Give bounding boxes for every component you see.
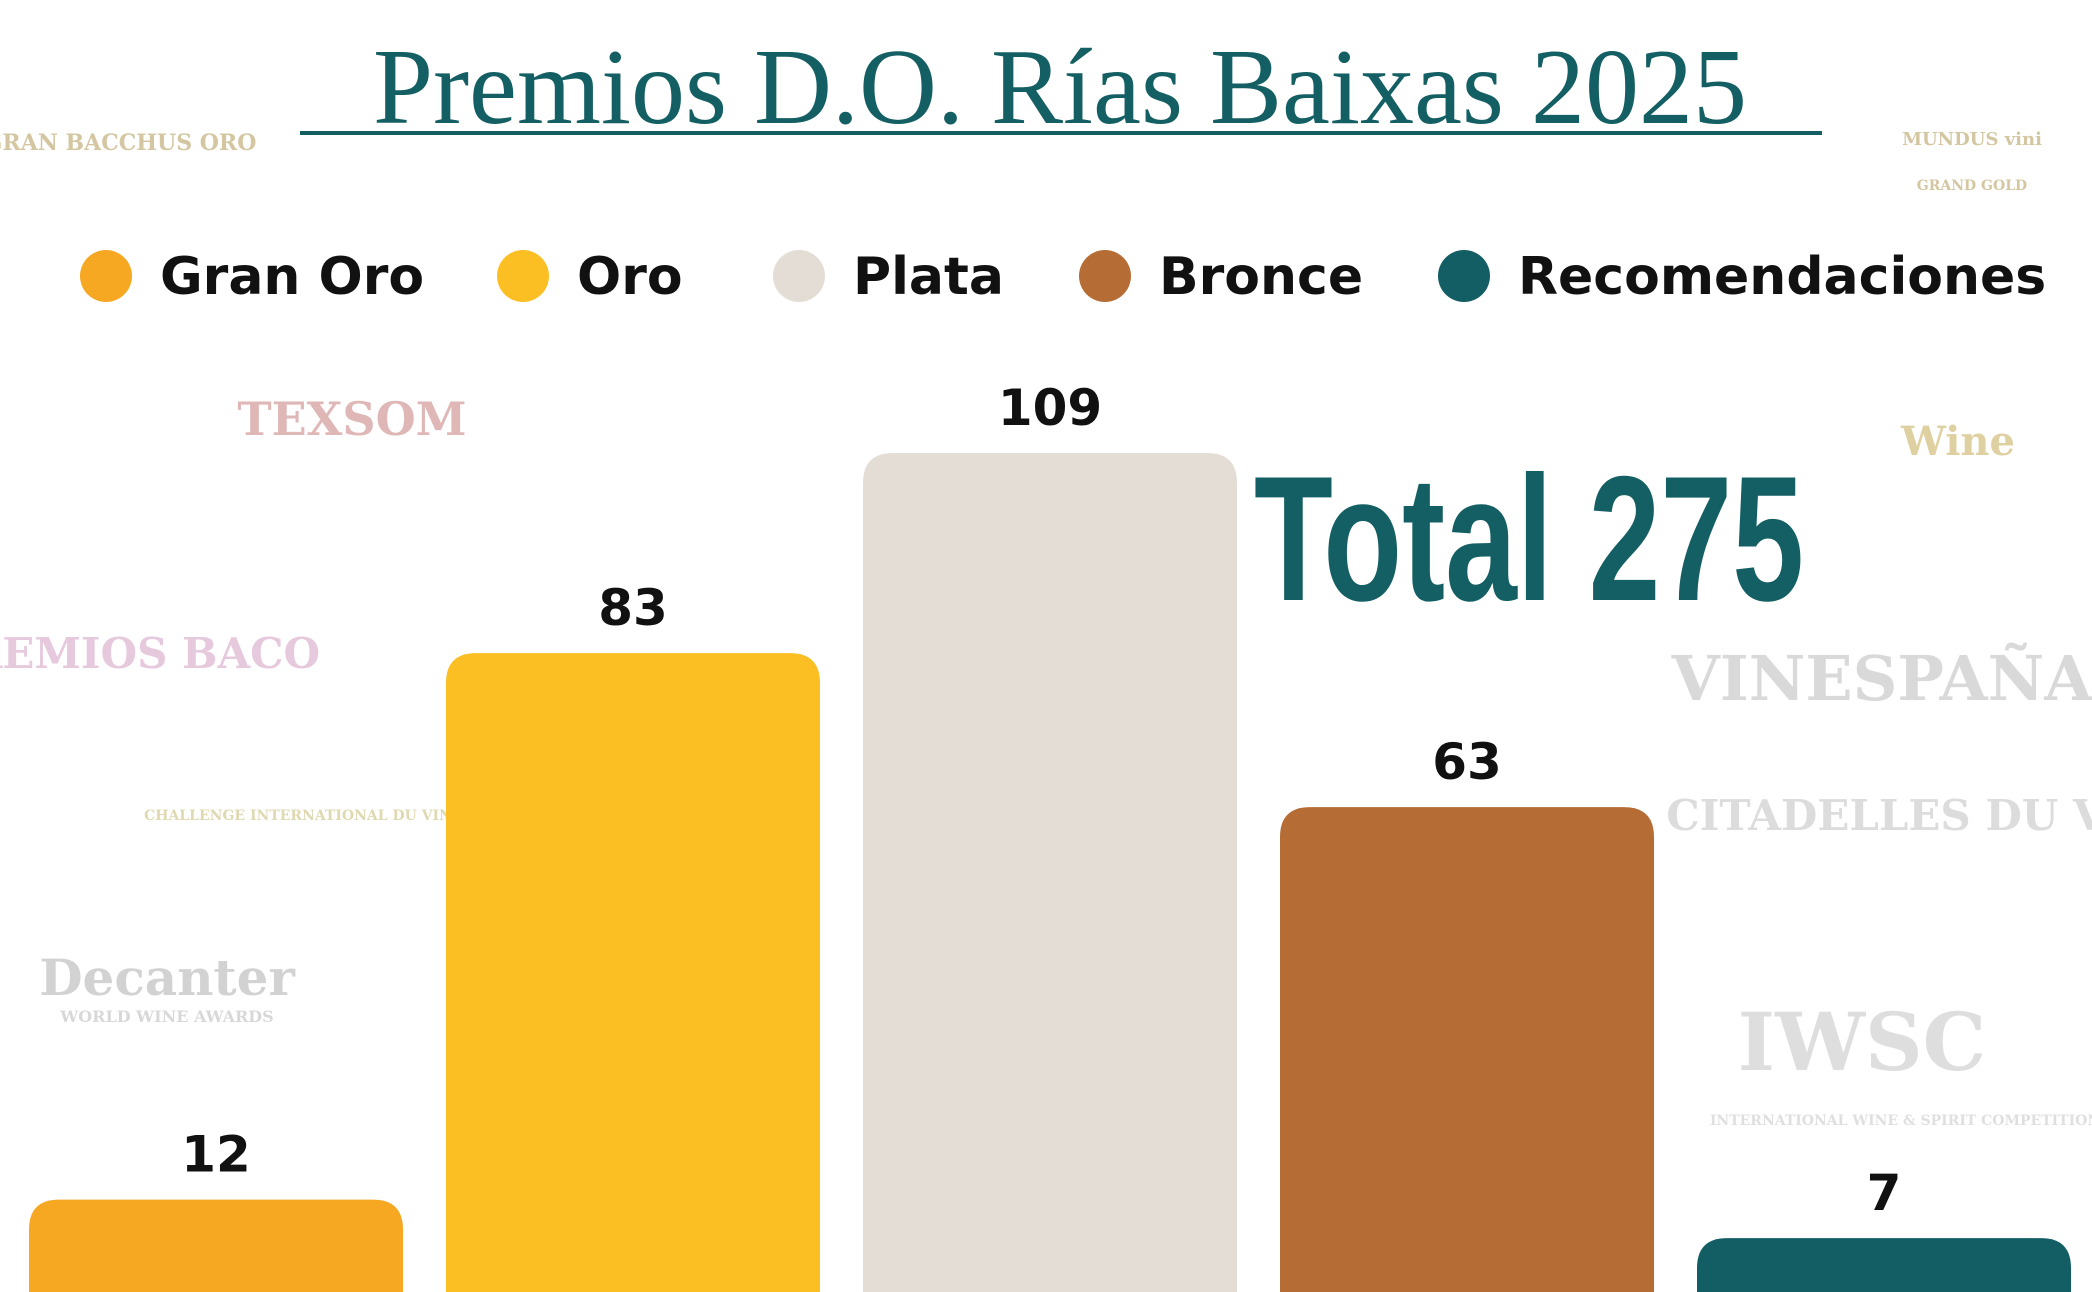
legend-swatch xyxy=(1438,250,1490,302)
logo-text: GRAND GOLD xyxy=(1917,178,2027,194)
value-label: 12 xyxy=(181,1126,251,1184)
value-label: 83 xyxy=(598,579,668,637)
logo-text: WORLD WINE AWARDS xyxy=(59,1007,273,1026)
logo-text: TEXSOM xyxy=(237,392,466,446)
logo-text: CHALLENGE INTERNATIONAL DU VIN xyxy=(144,808,452,824)
chart-title: Premios D.O. Rías Baixas 2025 xyxy=(373,28,1747,147)
value-label: 63 xyxy=(1432,733,1502,791)
legend-swatch xyxy=(1079,250,1131,302)
logo-text: CITADELLES DU VIN xyxy=(1666,791,2092,840)
legend-label: Gran Oro xyxy=(160,247,424,307)
logo-text: Wine xyxy=(1900,418,2015,465)
legend-label: Bronce xyxy=(1159,247,1363,307)
bar xyxy=(863,453,1237,1292)
legend-label: Plata xyxy=(853,247,1004,307)
plot: Gran Oro Oro Plata Bronce Recomendaciones 12 8… xyxy=(29,247,2071,1292)
bar xyxy=(29,1199,403,1292)
value-label: 7 xyxy=(1867,1164,1902,1222)
title-underline xyxy=(300,131,1822,135)
legend-swatch xyxy=(497,250,549,302)
bar xyxy=(1697,1238,2071,1292)
legend-label: Oro xyxy=(577,247,683,307)
legend-swatch xyxy=(80,250,132,302)
legend-swatch xyxy=(773,250,825,302)
logo-text: IWSC xyxy=(1738,995,1987,1089)
value-label: 109 xyxy=(998,379,1102,437)
logo-text: Decanter xyxy=(39,948,295,1007)
logo-text: PREMIOS BACO xyxy=(0,629,320,678)
logo-text: VINESPAÑA xyxy=(1671,642,2092,715)
logo-text: GRAN BACCHUS ORO xyxy=(0,130,256,156)
bar xyxy=(1280,807,1654,1292)
total-annotation: Total 275 xyxy=(1254,439,1804,638)
logos: GRAN BACCHUS ORO MUNDUS vini GRAND GOLD TEX… xyxy=(0,129,2092,1129)
logo-text: MUNDUS vini xyxy=(1902,129,2042,150)
logo-text: INTERNATIONAL WINE & SPIRIT COMPETITION xyxy=(1710,1113,2092,1129)
bar xyxy=(446,653,820,1292)
legend-label: Recomendaciones xyxy=(1518,247,2046,307)
